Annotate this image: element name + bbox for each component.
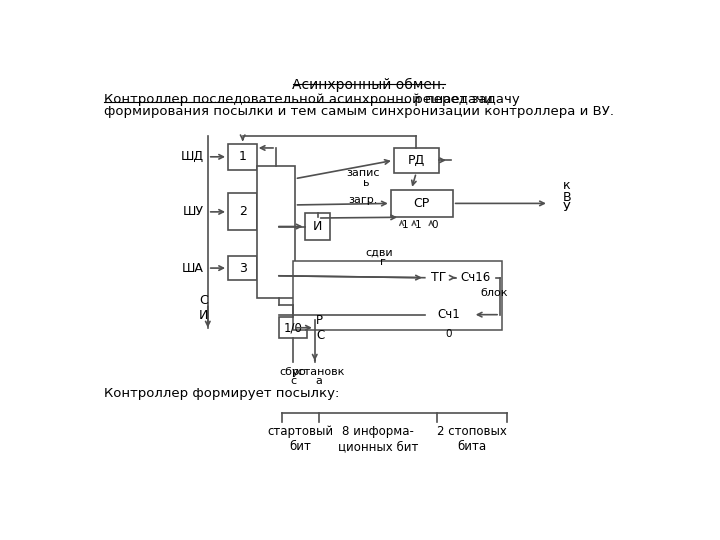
Text: С
И: С И <box>199 294 209 322</box>
Text: а: а <box>315 376 322 386</box>
Bar <box>425 267 453 288</box>
Text: к: к <box>563 179 570 192</box>
Text: 8 информа-
ционных бит: 8 информа- ционных бит <box>338 425 418 453</box>
Bar <box>228 193 258 231</box>
Text: ШД: ШД <box>181 150 204 163</box>
Text: Контроллер последовательной асинхронной передачи: Контроллер последовательной асинхронной … <box>104 92 492 105</box>
Text: 0: 0 <box>431 220 438 230</box>
Text: стартовый
бит: стартовый бит <box>267 425 333 453</box>
Text: 3: 3 <box>239 261 247 274</box>
Text: СР: СР <box>413 197 430 210</box>
Text: сдви: сдви <box>365 248 393 258</box>
Text: Асинхронный обмен.: Асинхронный обмен. <box>292 78 446 92</box>
Text: 1: 1 <box>415 220 421 230</box>
Bar <box>391 190 453 217</box>
Bar <box>228 256 258 280</box>
Text: 1: 1 <box>239 150 247 163</box>
Bar <box>456 267 496 288</box>
Text: формирования посылки и тем самым синхронизации контроллера и ВУ.: формирования посылки и тем самым синхрон… <box>104 105 614 118</box>
Bar <box>228 144 258 170</box>
Text: Сч1: Сч1 <box>438 308 460 321</box>
Text: Сч16: Сч16 <box>461 271 491 284</box>
Bar <box>279 318 307 338</box>
Text: ТГ: ТГ <box>431 271 446 284</box>
Text: 1/0: 1/0 <box>284 321 302 334</box>
Text: блок: блок <box>480 288 508 298</box>
Text: установк: установк <box>292 367 346 376</box>
Text: 2: 2 <box>239 205 247 218</box>
Text: 0: 0 <box>446 329 452 339</box>
Text: загр.: загр. <box>348 194 377 205</box>
Text: Контроллер формирует посылку:: Контроллер формирует посылку: <box>104 387 339 400</box>
Bar <box>293 261 502 330</box>
Bar <box>258 166 294 298</box>
Text: 2 стоповых
бита: 2 стоповых бита <box>437 425 507 453</box>
Text: сбро: сбро <box>279 367 307 376</box>
Text: В: В <box>563 191 572 204</box>
Text: решает задачу: решает задачу <box>410 92 520 105</box>
Text: запис: запис <box>346 168 379 178</box>
Text: И: И <box>313 220 323 233</box>
Text: с: с <box>290 376 296 386</box>
Text: РД: РД <box>408 154 425 167</box>
Text: г: г <box>380 257 386 267</box>
Bar <box>394 148 438 173</box>
Bar <box>305 213 330 240</box>
Text: У: У <box>563 201 570 214</box>
Text: ь: ь <box>364 178 370 187</box>
Text: Р
С: Р С <box>316 314 325 342</box>
Text: 1: 1 <box>402 220 409 230</box>
Bar <box>425 304 473 325</box>
Text: ШУ: ШУ <box>183 205 204 218</box>
Text: ША: ША <box>182 261 204 274</box>
